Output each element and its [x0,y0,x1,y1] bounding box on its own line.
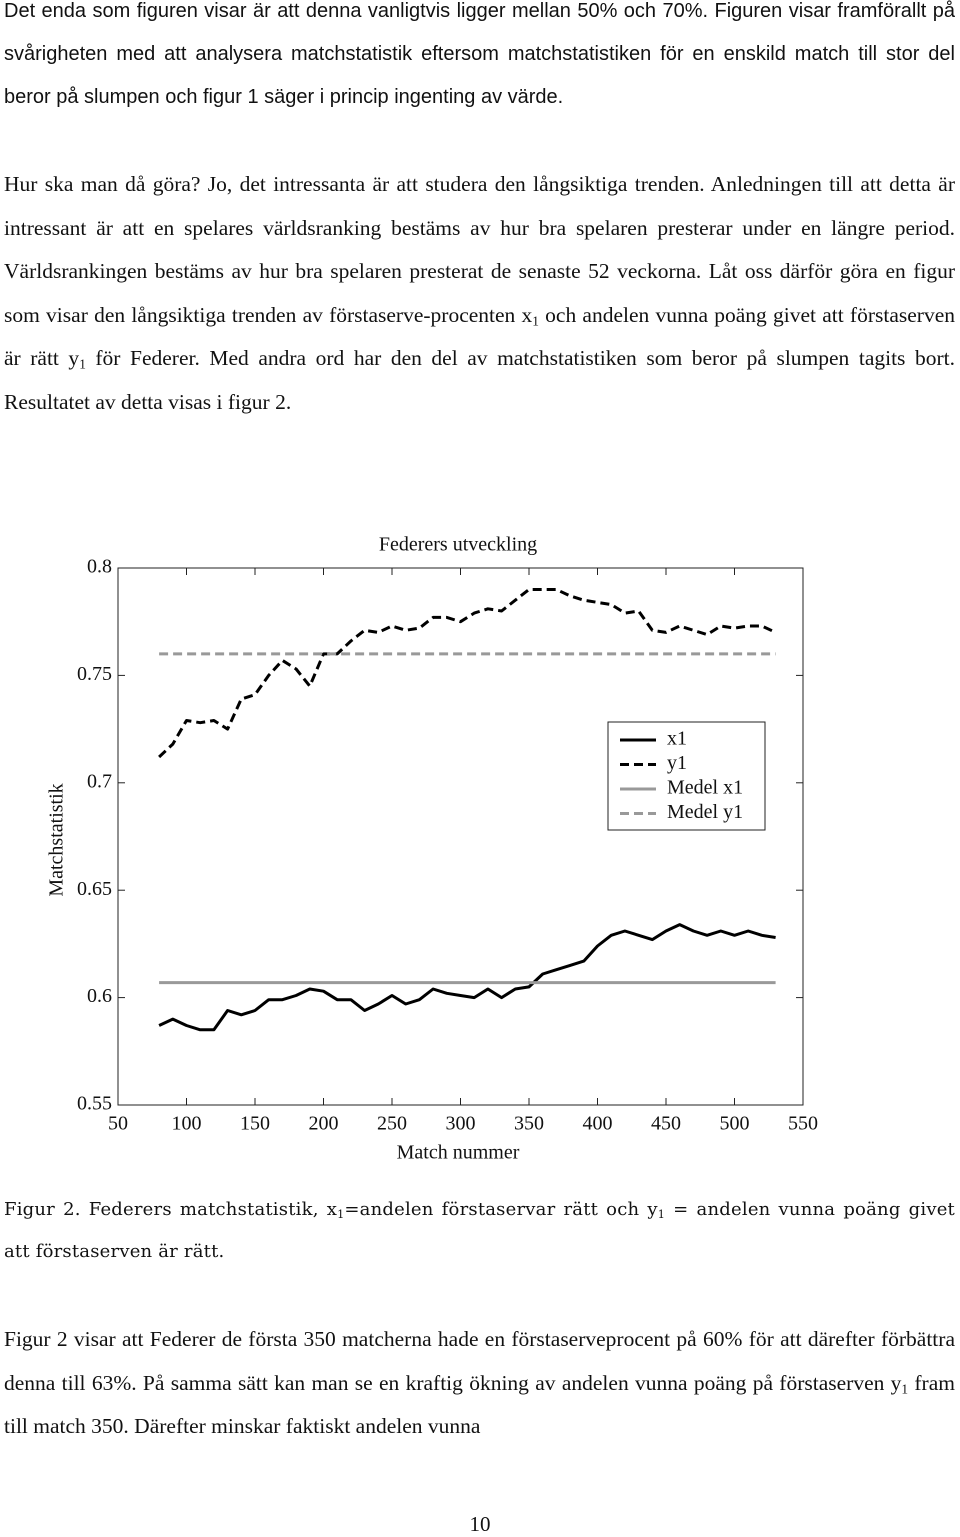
chart-title: Federers utveckling [379,534,537,556]
legend-label: Medel y1 [667,801,743,823]
x-tick-label: 250 [377,1113,407,1135]
subscript: 1 [901,1380,909,1396]
legend-label: y1 [667,752,687,774]
text-run: Figur 2. Federers matchstatistik, x [4,1199,338,1220]
subscript: 1 [79,356,86,372]
text-run: Det enda som figuren visar är att denna … [4,0,955,108]
text-run: för Federer. Med andra ord har den del a… [4,346,955,414]
x-tick-label: 450 [651,1113,681,1135]
chart: Federers utveckling Match nummer Matchst… [46,534,818,1164]
y-tick-label: 0.65 [77,878,112,900]
legend-label: Medel x1 [667,777,743,799]
x-tick-label: 300 [446,1113,476,1135]
y-tick-label: 0.6 [87,985,112,1007]
x-tick-label: 400 [583,1113,613,1135]
x-tick-label: 350 [514,1113,544,1135]
data-line [158,923,776,1032]
y-axis-label: Matchstatistik [46,783,68,896]
text-run: Figur 2 visar att Federer de första 350 … [4,1327,955,1395]
y-tick-label: 0.55 [77,1093,112,1115]
y-tick-label: 0.8 [87,556,112,578]
page-number: 10 [469,1512,491,1536]
x-tick-label: 50 [108,1113,128,1135]
text-run: fram till match 350. Därefter minskar fa… [4,1370,955,1439]
y-tick-label: 0.7 [87,770,112,792]
x-tick-label: 100 [172,1113,202,1135]
x-tick-label: 550 [788,1113,818,1135]
text-run: och andelen vunna poäng givet att första… [4,302,955,371]
y-tick-label: 0.75 [77,663,112,685]
x-axis-label: Match nummer [397,1142,520,1164]
text-run: = andelen vunna poäng givet att förstase… [4,1199,955,1262]
paragraph: Det enda som figuren visar är att denna … [4,0,955,119]
subscript: 1 [657,1207,666,1221]
subscript: 1 [337,1207,345,1221]
figure-caption: Figur 2. Federers matchstatistik, x1=and… [4,1189,955,1273]
x-tick-label: 150 [240,1113,270,1135]
subscript: 1 [532,313,539,329]
x-tick-label: 500 [720,1113,750,1135]
paragraph: Hur ska man då göra? Jo, det intressanta… [4,163,955,425]
legend-label: x1 [667,728,687,750]
data-line [158,588,777,759]
text-run: Hur ska man då göra? Jo, det intressanta… [4,172,955,327]
text-run: =andelen förstaservar rätt och y [344,1199,658,1220]
x-tick-label: 200 [309,1113,339,1135]
paragraph: Figur 2 visar att Federer de första 350 … [4,1318,955,1449]
plot-frame [117,567,804,1106]
